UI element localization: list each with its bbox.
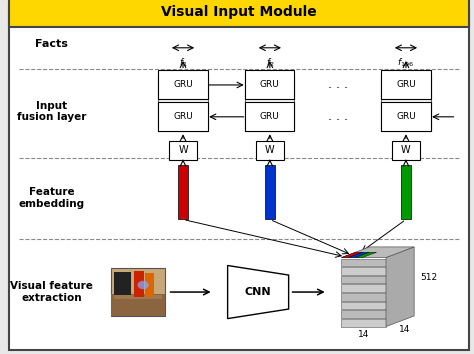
Bar: [341, 267, 386, 275]
Text: 512: 512: [420, 273, 437, 282]
Text: W: W: [178, 145, 188, 155]
Text: . . .: . . .: [328, 110, 348, 123]
Bar: [341, 293, 386, 301]
FancyBboxPatch shape: [245, 102, 294, 131]
FancyBboxPatch shape: [9, 0, 469, 27]
FancyBboxPatch shape: [158, 75, 208, 131]
Text: GRU: GRU: [260, 80, 280, 90]
Text: W: W: [265, 145, 274, 155]
Bar: [114, 295, 163, 299]
Polygon shape: [341, 247, 414, 258]
Text: f$_{196}$: f$_{196}$: [397, 57, 414, 69]
Circle shape: [137, 281, 149, 289]
Bar: [111, 295, 165, 316]
FancyBboxPatch shape: [158, 102, 208, 131]
Bar: [264, 165, 275, 219]
Polygon shape: [356, 252, 377, 258]
FancyBboxPatch shape: [169, 141, 197, 160]
Text: . . .: . . .: [328, 79, 348, 91]
Text: Input
fusion layer: Input fusion layer: [17, 101, 86, 122]
Bar: [341, 302, 386, 309]
FancyBboxPatch shape: [381, 102, 430, 131]
Text: W: W: [401, 145, 411, 155]
Bar: [341, 276, 386, 284]
Bar: [145, 273, 154, 297]
Bar: [341, 285, 386, 292]
Polygon shape: [228, 266, 289, 319]
Polygon shape: [386, 247, 414, 326]
Bar: [341, 310, 386, 318]
FancyBboxPatch shape: [9, 7, 469, 350]
FancyBboxPatch shape: [158, 70, 208, 99]
FancyBboxPatch shape: [255, 141, 284, 160]
FancyBboxPatch shape: [381, 70, 430, 99]
Bar: [178, 165, 188, 219]
Bar: [114, 272, 131, 295]
Text: Feature
embedding: Feature embedding: [18, 187, 85, 209]
Polygon shape: [348, 252, 370, 258]
Bar: [111, 268, 165, 316]
FancyBboxPatch shape: [392, 141, 420, 160]
Polygon shape: [341, 252, 363, 258]
Text: f$_1$: f$_1$: [179, 57, 187, 69]
Text: Visual Input Module: Visual Input Module: [162, 5, 317, 18]
Bar: [341, 319, 386, 326]
FancyBboxPatch shape: [381, 75, 430, 131]
Text: GRU: GRU: [396, 80, 416, 90]
FancyBboxPatch shape: [245, 75, 294, 131]
Text: f$_2$: f$_2$: [265, 57, 274, 69]
Bar: [401, 165, 411, 219]
Text: GRU: GRU: [260, 112, 280, 121]
Text: GRU: GRU: [396, 112, 416, 121]
Text: 14: 14: [358, 330, 369, 339]
Text: Facts: Facts: [35, 39, 68, 49]
FancyBboxPatch shape: [245, 70, 294, 99]
Bar: [134, 270, 144, 297]
Bar: [341, 258, 386, 266]
Text: GRU: GRU: [173, 112, 193, 121]
Text: 14: 14: [399, 325, 410, 333]
Text: CNN: CNN: [245, 287, 272, 297]
Text: Visual feature
extraction: Visual feature extraction: [10, 281, 93, 303]
Text: GRU: GRU: [173, 80, 193, 90]
